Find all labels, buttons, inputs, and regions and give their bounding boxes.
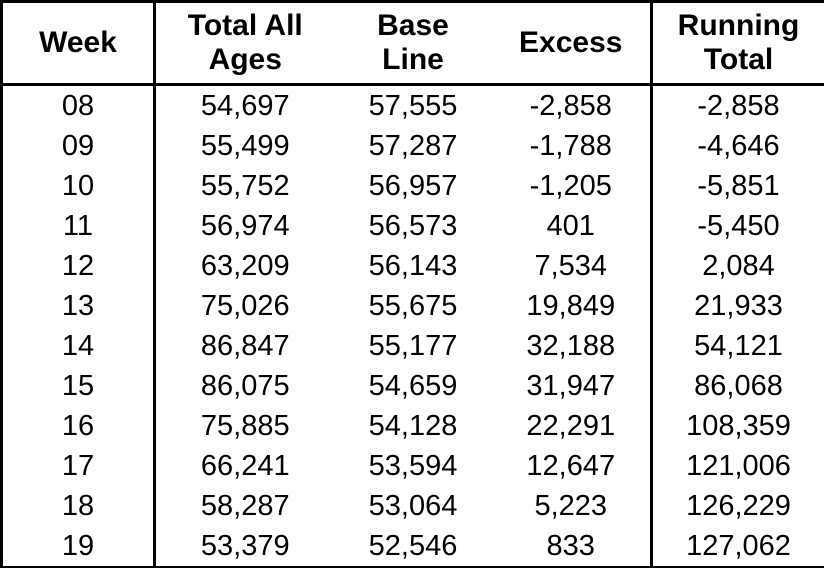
cell-excess: -2,858 [529, 89, 612, 122]
table-row: 19 53,379 52,546 833 127,062 [1, 526, 824, 568]
cell-excess: 12,647 [526, 449, 616, 482]
column-header-excess: Excess [491, 1, 652, 86]
cell-excess: 19,849 [526, 289, 616, 322]
cell-running-total: 108,359 [650, 406, 824, 446]
cell-excess: 31,947 [526, 369, 616, 402]
cell-total-all-ages: 54,697 [200, 89, 290, 122]
cell-running-total: -4,646 [650, 126, 824, 166]
cell-base-line: 54,659 [368, 369, 458, 402]
cell-base-line: 56,957 [368, 169, 458, 202]
cell-total-all-ages: 63,209 [200, 249, 290, 282]
cell-running-total: 86,068 [650, 366, 824, 406]
cell-week: 15 [1, 366, 156, 406]
cell-total-all-ages: 58,287 [200, 489, 290, 522]
cell-base-line: 57,287 [368, 129, 458, 162]
cell-week: 19 [1, 526, 156, 568]
cell-excess: 5,223 [534, 489, 608, 522]
cell-running-total: 54,121 [650, 326, 824, 366]
cell-base-line: 53,064 [368, 489, 458, 522]
cell-base-line: 52,546 [368, 529, 458, 562]
cell-running-total: 127,062 [650, 526, 824, 568]
cell-total-all-ages: 86,075 [200, 369, 290, 402]
cell-week: 10 [1, 166, 156, 206]
cell-base-line: 53,594 [368, 449, 458, 482]
cell-week: 13 [1, 286, 156, 326]
cell-total-all-ages: 56,974 [200, 209, 290, 242]
cell-running-total: 21,933 [650, 286, 824, 326]
column-header-total-all-ages: Total All Ages [154, 1, 335, 86]
cell-total-all-ages: 53,379 [200, 529, 290, 562]
cell-excess: 32,188 [526, 329, 616, 362]
cell-running-total: 2,084 [650, 246, 824, 286]
cell-week: 12 [1, 246, 156, 286]
cell-base-line: 56,573 [368, 209, 458, 242]
table-row: 08 54,697 57,555 -2,858 -2,858 [1, 84, 824, 126]
cell-total-all-ages: 55,499 [200, 129, 290, 162]
cell-excess: 22,291 [526, 409, 616, 442]
table-row: 18 58,287 53,064 5,223 126,229 [1, 486, 824, 526]
table-row: 12 63,209 56,143 7,534 2,084 [1, 246, 824, 286]
cell-week: 08 [1, 84, 156, 126]
cell-running-total: -2,858 [650, 84, 824, 126]
cell-total-all-ages: 55,752 [200, 169, 290, 202]
cell-week: 16 [1, 406, 156, 446]
cell-excess: 7,534 [534, 249, 608, 282]
cell-excess: 401 [546, 209, 595, 242]
cell-base-line: 57,555 [368, 89, 458, 122]
table-row: 15 86,075 54,659 31,947 86,068 [1, 366, 824, 406]
cell-base-line: 55,177 [368, 329, 458, 362]
cell-base-line: 54,128 [368, 409, 458, 442]
cell-running-total: -5,450 [650, 206, 824, 246]
column-header-running-total: Running Total [650, 1, 824, 86]
cell-total-all-ages: 86,847 [200, 329, 290, 362]
cell-week: 18 [1, 486, 156, 526]
column-header-base-line: Base Line [334, 1, 492, 86]
cell-week: 17 [1, 446, 156, 486]
cell-total-all-ages: 75,885 [200, 409, 290, 442]
cell-excess: -1,205 [529, 169, 612, 202]
table-row: 10 55,752 56,957 -1,205 -5,851 [1, 166, 824, 206]
cell-running-total: 121,006 [650, 446, 824, 486]
table-row: 14 86,847 55,177 32,188 54,121 [1, 326, 824, 366]
cell-running-total: -5,851 [650, 166, 824, 206]
cell-excess: -1,788 [529, 129, 612, 162]
table-row: 17 66,241 53,594 12,647 121,006 [1, 446, 824, 486]
table-row: 09 55,499 57,287 -1,788 -4,646 [1, 126, 824, 166]
header-row: Week Total All Ages Base Line Excess Run… [1, 1, 824, 86]
cell-base-line: 56,143 [368, 249, 458, 282]
column-header-week: Week [1, 1, 156, 86]
cell-running-total: 126,229 [650, 486, 824, 526]
cell-week: 09 [1, 126, 156, 166]
table-row: 11 56,974 56,573 401 -5,450 [1, 206, 824, 246]
cell-base-line: 55,675 [368, 289, 458, 322]
table-row: 13 75,026 55,675 19,849 21,933 [1, 286, 824, 326]
cell-excess: 833 [546, 529, 595, 562]
cell-week: 11 [1, 206, 156, 246]
cell-total-all-ages: 75,026 [200, 289, 290, 322]
table-row: 16 75,885 54,128 22,291 108,359 [1, 406, 824, 446]
cell-week: 14 [1, 326, 156, 366]
cell-total-all-ages: 66,241 [200, 449, 290, 482]
